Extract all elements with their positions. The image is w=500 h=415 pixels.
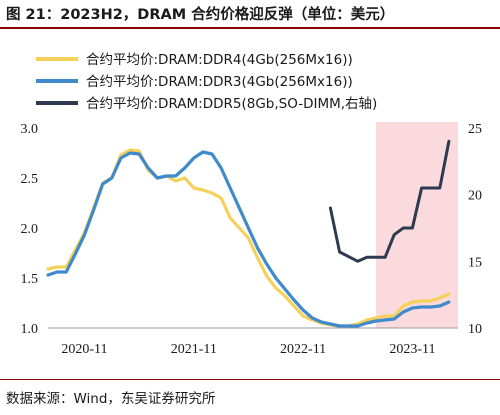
left-y-tick-label: 1.5 (21, 272, 39, 287)
right-y-tick-label: 25 (468, 122, 482, 137)
x-tick-label: 2023-11 (389, 342, 435, 357)
right-y-tick-label: 15 (468, 255, 482, 270)
legend: 合约平均价:DRAM:DDR4(4Gb(256Mx16)) 合约平均价:DRAM:… (36, 52, 377, 112)
left-y-tick-label: 3.0 (21, 122, 39, 137)
right-y-tick-label: 20 (468, 189, 482, 204)
x-tick-label: 2021-11 (171, 342, 217, 357)
highlight-band (376, 122, 458, 328)
x-tick-label: 2022-11 (280, 342, 326, 357)
left-y-tick-labels: 1.0 1.5 2.0 2.5 3.0 (21, 122, 39, 337)
legend-label: 合约平均价:DRAM:DDR3(4Gb(256Mx16)) (86, 74, 353, 90)
title-rule (0, 27, 500, 29)
legend-label: 合约平均价:DRAM:DDR4(4Gb(256Mx16)) (86, 52, 353, 68)
legend-label: 合约平均价:DRAM:DDR5(8Gb,SO-DIMM,右轴) (86, 96, 377, 112)
left-y-tick-label: 2.5 (21, 172, 39, 187)
right-y-tick-label: 10 (468, 322, 482, 337)
right-y-tick-labels: 10 15 20 25 (468, 122, 482, 337)
series-line-ddr5 (328, 139, 451, 263)
series-line-ddr3 (46, 150, 451, 328)
left-y-tick-label: 2.0 (21, 222, 39, 237)
x-tick-labels: 2020-11 2021-11 2022-11 2023-11 (61, 342, 435, 357)
series-lines (46, 139, 451, 328)
source-note: 数据来源：Wind，东吴证券研究所 (6, 391, 216, 407)
left-y-tick-label: 1.0 (21, 322, 39, 337)
figure-title: 图 21：2023H2，DRAM 合约价格迎反弹（单位：美元） (6, 7, 395, 23)
source-rule (0, 379, 500, 380)
x-tick-label: 2020-11 (61, 342, 107, 357)
